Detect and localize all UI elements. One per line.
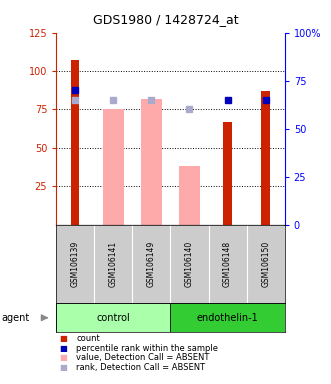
Text: percentile rank within the sample: percentile rank within the sample [76,344,218,353]
Bar [56,303,170,332]
Bar [103,109,124,225]
Text: GSM106140: GSM106140 [185,241,194,287]
Text: GSM106139: GSM106139 [71,241,80,287]
Text: agent: agent [2,313,30,323]
Text: endothelin-1: endothelin-1 [197,313,259,323]
Bar [223,122,232,225]
Bar [170,303,285,332]
Text: control: control [97,313,130,323]
Bar [141,99,162,225]
Text: GSM106148: GSM106148 [223,241,232,287]
Text: GSM106149: GSM106149 [147,241,156,287]
Text: value, Detection Call = ABSENT: value, Detection Call = ABSENT [76,353,210,362]
Text: ■: ■ [59,363,67,372]
Text: ■: ■ [59,353,67,362]
Bar [179,166,200,225]
Text: rank, Detection Call = ABSENT: rank, Detection Call = ABSENT [76,363,205,372]
Text: count: count [76,334,100,343]
Text: ■: ■ [59,344,67,353]
Text: GDS1980 / 1428724_at: GDS1980 / 1428724_at [93,13,238,26]
Text: ■: ■ [59,334,67,343]
Bar [71,60,79,225]
Text: GSM106150: GSM106150 [261,241,270,287]
Text: GSM106141: GSM106141 [109,241,118,287]
Bar [261,91,270,225]
